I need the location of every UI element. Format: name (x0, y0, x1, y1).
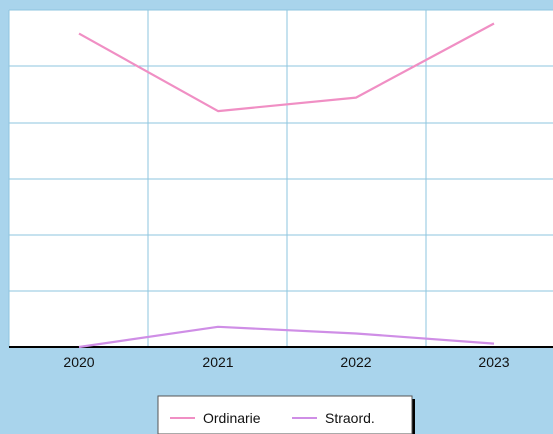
legend-label-straord: Straord. (325, 410, 375, 426)
grid-lines (8, 9, 553, 347)
x-tick-label-2023: 2023 (478, 354, 509, 370)
series-layer (78, 22, 495, 349)
legend-label-ordinarie: Ordinarie (203, 410, 261, 426)
legend: Ordinarie Straord. (157, 395, 415, 434)
series-line-straord (78, 325, 495, 349)
x-tick-label-2021: 2021 (202, 354, 233, 370)
legend-box (157, 395, 413, 434)
x-tick-label-2020: 2020 (63, 354, 94, 370)
series-line-ordinarie (78, 22, 495, 113)
x-tick-labels: 2020 2021 2022 2023 (63, 354, 509, 370)
x-tick-label-2022: 2022 (340, 354, 371, 370)
